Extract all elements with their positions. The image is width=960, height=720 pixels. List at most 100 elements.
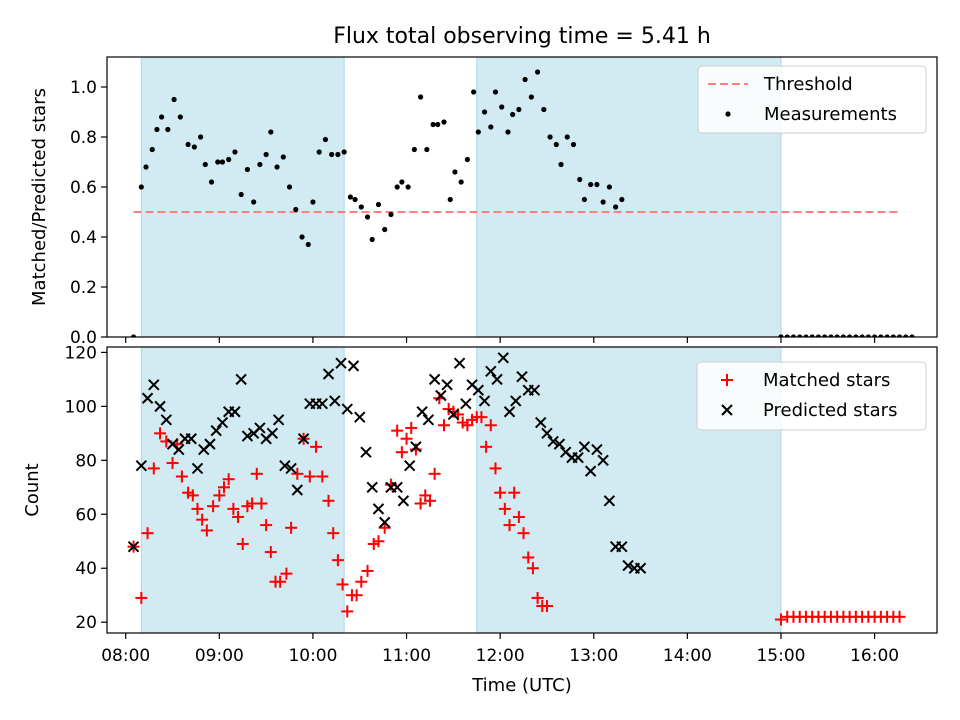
measurement-point [358, 204, 364, 210]
matched-stars-point [893, 610, 906, 623]
measurement-point [244, 166, 251, 173]
predicted-stars-point [366, 481, 378, 494]
predicted-stars-point [316, 397, 329, 410]
measurement-point [329, 151, 335, 158]
predicted-stars-point [285, 462, 297, 475]
predicted-stars-point [279, 460, 291, 472]
predicted-stars-point [391, 481, 403, 494]
measurement-point [430, 121, 436, 128]
predicted-stars-point [235, 373, 247, 386]
predicted-stars-point [191, 462, 204, 475]
measurement-point [834, 334, 840, 337]
measurement-point [553, 141, 559, 148]
y-tick-label: 0.0 [70, 328, 97, 348]
measurement-point [619, 196, 625, 203]
measurement-point [215, 159, 221, 165]
predicted-stars-point [410, 441, 422, 453]
matched-stars-point [414, 497, 427, 510]
measurement-point [310, 199, 316, 205]
measurement-point [177, 114, 183, 120]
predicted-stars-point [354, 411, 366, 423]
predicted-stars-point [497, 352, 509, 364]
measurement-point [822, 334, 828, 337]
measurement-point [238, 191, 244, 198]
measurement-point [464, 156, 470, 163]
matched-stars-point [232, 510, 245, 523]
matched-legend-label: Matched stars [763, 370, 890, 391]
measurement-point [488, 124, 494, 130]
measurement-point [903, 334, 909, 337]
measurement-point [364, 214, 371, 220]
matched-stars-point [141, 527, 154, 540]
measurement-point [535, 69, 541, 75]
x-tick-label: 08:00 [101, 646, 150, 666]
measurement-point [475, 129, 481, 135]
predicted-legend-swatch [721, 404, 733, 416]
measurement-point [847, 334, 853, 337]
matched-stars-point [409, 443, 422, 456]
top-y-axis: 0.0 0.2 0.4 0.6 0.8 1.0 [70, 78, 107, 348]
predicted-stars-point [535, 416, 547, 429]
measurement-point [352, 196, 358, 203]
matched-stars-point [350, 589, 363, 602]
matched-stars-point [437, 419, 450, 432]
predicted-stars-point [272, 414, 285, 426]
predicted-stars-point [510, 395, 522, 407]
predicted-stars-point [378, 516, 391, 529]
measurement-point [516, 106, 522, 113]
matched-stars-point [331, 554, 344, 567]
matched-stars-point [196, 513, 209, 526]
predicted-stars-point [127, 540, 140, 553]
matched-stars-point [264, 546, 277, 559]
measurement-point [600, 199, 606, 205]
predicted-stars-point [185, 433, 197, 445]
top-legend-frame [697, 65, 927, 134]
predicted-stars-point [148, 379, 160, 391]
measurement-point [316, 149, 322, 155]
matched-stars-point [200, 524, 213, 537]
matched-stars-point [166, 457, 179, 470]
measurement-point [424, 146, 430, 153]
y-tick-label: 0.6 [70, 178, 97, 198]
predicted-stars-point [428, 373, 441, 386]
matched-stars-point [227, 502, 240, 515]
measurement-point [541, 106, 547, 113]
measurement-point [481, 109, 488, 115]
matched-stars-point [175, 470, 188, 483]
predicted-stars-point [241, 430, 254, 442]
predicted-stars-point [291, 484, 304, 496]
predicted-stars-point [597, 454, 609, 467]
predicted-stars-point [572, 451, 584, 464]
matched-stars-point [423, 494, 436, 507]
matched-stars-point [291, 467, 304, 480]
measurement-point [458, 179, 464, 185]
measurement-point [853, 334, 859, 337]
measurement-point [435, 121, 441, 128]
predicted-stars-point [460, 397, 472, 410]
predicted-stars-point [478, 395, 491, 407]
y-tick-label: 20 [75, 613, 97, 633]
count-series [127, 352, 906, 626]
predicted-stars-point [516, 370, 528, 383]
measurement-point [274, 164, 280, 170]
measurement-point [840, 334, 846, 337]
measurement-point [251, 199, 257, 205]
measurement-point [388, 211, 394, 218]
predicted-stars-point [435, 389, 447, 402]
predicted-stars-point [584, 465, 597, 477]
bottom-axes-frame [106, 346, 938, 634]
measurement-point [335, 151, 341, 158]
measurement-point [510, 111, 516, 118]
measurement-point [268, 129, 274, 135]
x-tick-label: 11:00 [382, 646, 431, 666]
x-tick-label: 15:00 [756, 646, 805, 666]
measurement-point [577, 176, 583, 183]
measurement-point [159, 114, 165, 120]
predicted-stars-point [634, 562, 647, 574]
measurement-point [299, 234, 305, 240]
predicted-stars-point [347, 360, 360, 372]
measurement-point [447, 196, 453, 203]
predicted-stars-point [416, 406, 428, 418]
matched-stars-point [498, 502, 511, 515]
measurement-point [382, 226, 388, 233]
